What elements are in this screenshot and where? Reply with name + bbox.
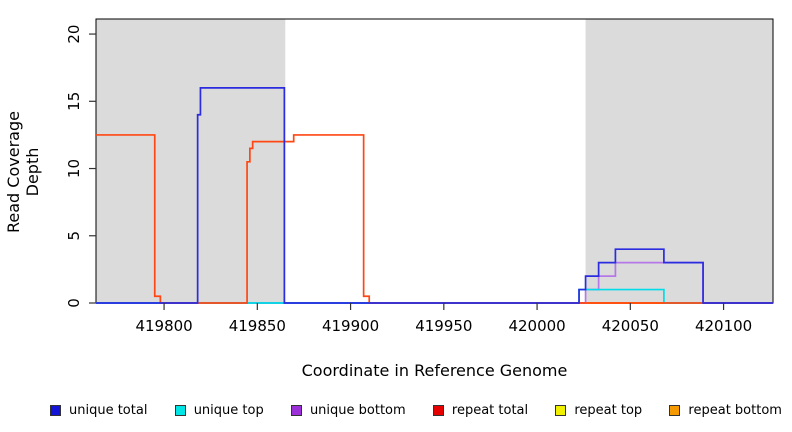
x-tick-label: 420100 xyxy=(695,317,752,335)
y-tick-label: 10 xyxy=(65,159,83,178)
x-tick-label: 420050 xyxy=(602,317,659,335)
legend-item-repeat-total: repeat total xyxy=(432,402,529,418)
legend-item-repeat-top: repeat top xyxy=(555,403,642,418)
legend-swatch-icon xyxy=(50,404,61,416)
legend-item-unique-total: unique total xyxy=(50,403,147,418)
legend-label: unique total xyxy=(69,402,148,418)
y-tick-label: 20 xyxy=(65,25,83,44)
x-tick-label: 420000 xyxy=(508,317,565,335)
legend-swatch-icon xyxy=(669,404,681,416)
series-unique-total-line xyxy=(96,86,773,304)
x-tick-label: 419800 xyxy=(135,317,192,335)
legend-swatch-icon xyxy=(432,404,444,416)
legend-label: repeat total xyxy=(451,402,529,418)
shaded-region-0 xyxy=(96,19,286,303)
y-tick-label: 0 xyxy=(65,298,83,308)
series-repeat-total-line xyxy=(96,134,773,304)
legend-item-unique-top: unique top xyxy=(174,402,264,418)
legend-item-repeat-bottom: repeat bottom xyxy=(669,403,782,418)
y-axis-title: Read Coverage Depth xyxy=(4,111,42,233)
legend-swatch-icon xyxy=(174,404,186,416)
shaded-region-1 xyxy=(585,19,773,303)
legend-label: unique bottom xyxy=(309,402,406,418)
legend-swatch-icon xyxy=(290,404,302,416)
x-tick-label: 419950 xyxy=(415,317,472,335)
legend-item-unique-bottom: unique bottom xyxy=(290,402,406,418)
legend-label: unique top xyxy=(193,402,264,418)
legend: unique total unique top unique bottom repea… xyxy=(50,399,782,421)
y-tick-label: 15 xyxy=(65,92,83,111)
x-tick-label: 419900 xyxy=(322,317,379,335)
legend-label: repeat top xyxy=(574,402,643,418)
legend-swatch-icon xyxy=(555,404,567,416)
legend-label: repeat bottom xyxy=(688,402,782,418)
x-axis-title: Coordinate in Reference Genome xyxy=(301,361,568,380)
y-tick-label: 5 xyxy=(65,231,83,241)
x-tick-label: 419850 xyxy=(229,317,286,335)
